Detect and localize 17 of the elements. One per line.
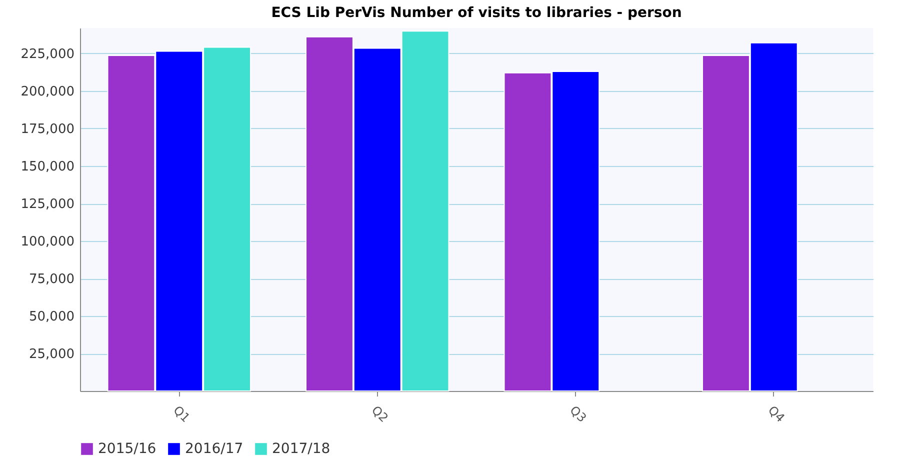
legend-label: 2015/16 <box>98 441 156 457</box>
x-tick-label: Q2 <box>368 403 391 426</box>
x-tick-label: Q4 <box>765 403 788 426</box>
y-tick-label: 225,000 <box>20 47 74 62</box>
x-tick-label: Q1 <box>170 403 193 426</box>
y-tick-label: 50,000 <box>29 310 74 324</box>
x-tick-label: Q3 <box>567 403 590 426</box>
y-tick-label: 100,000 <box>20 234 74 250</box>
chart-title: ECS Lib PerVis Number of visits to libraries - person <box>271 5 682 21</box>
y-tick-label: 200,000 <box>20 84 74 100</box>
y-tick-label: 25,000 <box>29 347 74 362</box>
y-tick-label: 75,000 <box>29 272 74 287</box>
y-tick-label: 150,000 <box>20 160 74 174</box>
legend-label: 2016/17 <box>185 441 244 457</box>
y-tick-label: 175,000 <box>20 122 74 137</box>
y-tick-label: 125,000 <box>20 197 74 212</box>
legend-label: 2017/18 <box>272 441 330 457</box>
